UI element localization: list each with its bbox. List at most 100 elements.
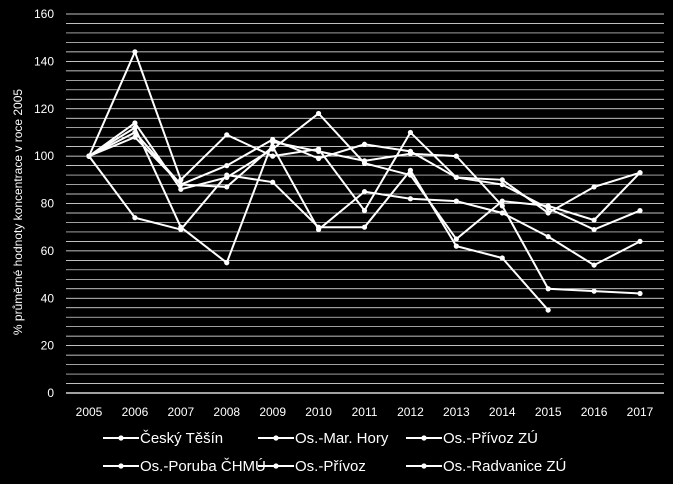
- data-point: [545, 307, 551, 313]
- x-tick-label: 2005: [76, 405, 103, 419]
- data-point: [270, 153, 276, 159]
- data-point: [315, 110, 322, 117]
- legend-label: Os.-Mar. Hory: [295, 430, 389, 447]
- data-point: [453, 153, 459, 159]
- data-point: [591, 288, 597, 294]
- legend-item: Os.-Radvanice ZÚ: [406, 458, 566, 475]
- data-point: [407, 148, 414, 154]
- x-tick-label: 2017: [627, 405, 654, 419]
- y-tick-label: 20: [41, 339, 55, 353]
- legend-marker: [273, 463, 279, 469]
- data-point: [270, 179, 276, 185]
- y-tick-label: 40: [41, 291, 55, 305]
- data-point: [453, 198, 459, 204]
- legend-label: Os.-Radvanice ZÚ: [443, 458, 566, 475]
- x-tick-label: 2007: [167, 405, 194, 419]
- legend: Český Těšín Os.-Mar. Hory Os.-Přívoz ZÚ Os.…: [103, 430, 566, 475]
- data-point: [132, 129, 138, 136]
- data-point: [224, 132, 230, 138]
- data-point: [132, 120, 138, 126]
- data-point: [591, 226, 597, 233]
- x-tick-label: 2014: [489, 405, 516, 419]
- data-point: [499, 198, 505, 204]
- data-point: [407, 196, 414, 202]
- data-point: [499, 210, 505, 216]
- data-point: [224, 260, 230, 266]
- data-point: [453, 236, 459, 242]
- legend-item: Os.-Přívoz ZÚ: [406, 430, 538, 447]
- legend-item: Os.-Přívoz: [258, 458, 366, 475]
- data-point: [361, 224, 368, 230]
- x-tick-label: 2016: [581, 405, 608, 419]
- data-point: [224, 184, 230, 190]
- data-point: [499, 181, 505, 188]
- legend-marker: [421, 435, 427, 441]
- data-point: [178, 226, 184, 233]
- data-point: [361, 208, 368, 214]
- x-tick-label: 2008: [213, 405, 240, 419]
- data-point: [132, 49, 138, 55]
- data-point: [270, 136, 276, 143]
- y-tick-label: 60: [41, 244, 55, 258]
- legend-item: Os.-Mar. Hory: [258, 430, 389, 447]
- legend-label: Os.-Přívoz ZÚ: [443, 430, 538, 447]
- data-point: [224, 174, 230, 181]
- x-axis-ticks: 2005 2006 2007 2008 2009 2010 2011 2012 2013 2014…: [76, 405, 654, 419]
- data-point: [86, 153, 92, 159]
- y-axis-label: % průměrné hodnoty koncentrace v roce 20…: [11, 89, 25, 335]
- y-tick-label: 0: [47, 386, 54, 400]
- x-tick-label: 2006: [122, 405, 149, 419]
- data-point: [361, 189, 368, 195]
- x-tick-label: 2013: [443, 405, 470, 419]
- series-6: [86, 129, 643, 268]
- y-tick-label: 100: [34, 149, 54, 163]
- data-point: [591, 184, 597, 190]
- data-point: [637, 290, 643, 297]
- data-point: [545, 203, 551, 209]
- x-tick-label: 2010: [305, 405, 332, 419]
- data-point: [453, 174, 459, 181]
- data-point: [637, 238, 643, 244]
- data-point: [178, 177, 184, 183]
- x-tick-label: 2009: [259, 405, 286, 419]
- data-point: [545, 234, 551, 240]
- data-point: [361, 160, 368, 166]
- legend-label: Os.-Přívoz: [295, 458, 366, 475]
- legend-marker: [273, 435, 279, 441]
- data-point: [361, 141, 368, 147]
- gridlines: [66, 13, 664, 394]
- x-tick-label: 2011: [352, 405, 378, 419]
- data-point: [178, 186, 184, 192]
- data-point: [178, 181, 184, 188]
- data-point: [499, 177, 505, 183]
- legend-marker: [421, 463, 427, 469]
- data-point: [545, 210, 551, 216]
- data-point: [545, 286, 551, 292]
- legend-item: Os.-Poruba ČHMÚ: [103, 458, 266, 475]
- data-point: [407, 129, 414, 136]
- data-point: [270, 144, 276, 150]
- data-point: [132, 134, 138, 140]
- data-point: [315, 155, 322, 162]
- data-point: [407, 172, 414, 178]
- x-tick-label: 2015: [535, 405, 562, 419]
- legend-marker: [118, 463, 124, 469]
- legend-label: Český Těšín: [140, 430, 223, 447]
- data-point: [407, 167, 414, 173]
- legend-item: Český Těšín: [103, 430, 223, 447]
- y-axis-ticks: 0 20 40 60 80 100 120 140 160: [34, 7, 54, 400]
- y-tick-label: 80: [41, 197, 55, 211]
- legend-marker: [118, 435, 124, 441]
- data-point: [499, 203, 505, 209]
- data-point: [637, 208, 643, 214]
- data-point: [315, 226, 322, 233]
- data-point: [637, 170, 643, 176]
- data-point: [591, 262, 597, 268]
- y-tick-label: 120: [34, 102, 54, 116]
- x-tick-label: 2012: [397, 405, 424, 419]
- data-point: [499, 255, 505, 261]
- data-point: [315, 148, 322, 154]
- y-tick-label: 160: [34, 7, 54, 21]
- legend-label: Os.-Poruba ČHMÚ: [140, 458, 266, 475]
